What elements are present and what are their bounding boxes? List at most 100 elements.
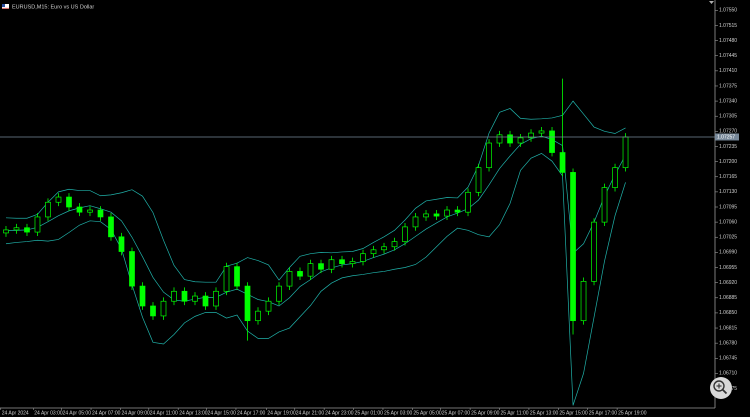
candle-body <box>486 142 492 169</box>
zoom-lens <box>713 380 725 392</box>
candle-body <box>570 172 576 322</box>
candle-body <box>496 134 503 144</box>
x-tick-label: 25 Apr 13:00 <box>530 410 559 416</box>
y-tick-label: 1.06885 <box>719 295 737 301</box>
zoom-button[interactable] <box>710 377 732 399</box>
candle-body <box>528 132 534 139</box>
candle-body <box>34 216 41 233</box>
y-tick-label: 1.07165 <box>719 174 737 180</box>
candle-body <box>475 167 482 193</box>
candle-body <box>87 209 93 213</box>
y-tick-label: 1.06850 <box>719 310 737 316</box>
candle-body <box>171 290 177 302</box>
x-tick-label: 25 Apr 17:00 <box>589 410 618 416</box>
y-tick-label: 1.06780 <box>719 340 737 346</box>
y-tick-label: 1.07515 <box>719 23 737 29</box>
candle-body <box>339 259 345 264</box>
candle-body <box>601 187 608 223</box>
chart-title: EURUSD,M15: Euro vs US Dollar <box>12 4 94 10</box>
candle-body <box>150 305 156 317</box>
candle-body <box>360 253 366 262</box>
candle-body <box>402 226 408 242</box>
candle-body <box>45 201 51 218</box>
y-tick-label: 1.07095 <box>719 204 737 210</box>
y-tick-label: 1.07480 <box>719 38 737 44</box>
y-tick-label: 1.07410 <box>719 68 737 74</box>
flag-icon-part <box>2 4 5 7</box>
candle-body <box>517 137 524 144</box>
candle-body <box>297 271 303 277</box>
candle-body <box>139 285 146 307</box>
y-tick-label: 1.07060 <box>719 219 737 225</box>
candle-body <box>454 209 461 213</box>
x-tick-label: 24 Apr 19:00 <box>267 410 296 416</box>
candle-body <box>66 196 72 208</box>
x-tick-label: 24 Apr 03:00 <box>34 410 63 416</box>
x-tick-label: 25 Apr 05:00 <box>413 410 442 416</box>
x-tick-label: 25 Apr 15:00 <box>559 410 588 416</box>
x-tick-label: 24 Apr 21:00 <box>296 410 325 416</box>
candle-body <box>381 246 387 251</box>
x-tick-label: 25 Apr 19:00 <box>618 410 647 416</box>
candle-body <box>328 259 335 270</box>
x-tick-label: 25 Apr 07:00 <box>442 410 471 416</box>
shift-marker[interactable] <box>709 1 714 4</box>
candle-body <box>129 251 135 287</box>
x-tick-label: 24 Apr 17:00 <box>237 410 266 416</box>
y-tick-label: 1.07235 <box>719 144 737 150</box>
candle-body <box>307 263 314 277</box>
band-upper <box>5 100 626 283</box>
y-tick-label: 1.07270 <box>719 129 737 135</box>
candle-body <box>118 236 125 252</box>
candle-body <box>76 206 83 213</box>
candle-body <box>580 280 587 322</box>
symbol-flag <box>2 4 9 9</box>
y-tick-label: 1.07550 <box>719 8 737 14</box>
flag-icon <box>2 4 9 9</box>
candle-body <box>412 216 419 228</box>
y-tick-label: 1.06745 <box>719 356 737 362</box>
price-label-box <box>715 133 739 141</box>
candle-body <box>612 167 618 188</box>
y-tick-label: 1.07200 <box>719 159 737 165</box>
candle-body <box>234 266 240 287</box>
x-tick-label: 24 Apr 23:00 <box>325 410 354 416</box>
candle-body <box>349 261 356 264</box>
candle-body <box>265 300 272 312</box>
candle-body <box>423 213 429 218</box>
x-tick-label: 24 Apr 09:00 <box>121 410 150 416</box>
y-tick-label: 1.06710 <box>719 371 737 377</box>
x-tick-label: 24 Apr 07:00 <box>92 410 121 416</box>
candle-body <box>391 241 398 248</box>
candle-body <box>559 152 566 173</box>
y-tick-label: 1.06955 <box>719 265 737 271</box>
candle-body <box>465 191 471 213</box>
candle-body <box>507 134 513 144</box>
x-tick-label: 25 Apr 03:00 <box>384 410 413 416</box>
x-tick-label: 24 Apr 11:00 <box>150 410 178 416</box>
candle-body <box>55 196 62 203</box>
y-tick-label: 1.07340 <box>719 98 737 104</box>
candle-body <box>286 271 293 287</box>
x-tick-label: 24 Apr 05:00 <box>63 410 92 416</box>
candle-body <box>276 285 282 302</box>
candle-body <box>370 249 377 255</box>
y-tick-label: 1.07025 <box>719 235 737 241</box>
x-tick-label: 24 Apr 13:00 <box>179 410 208 416</box>
candle-body <box>108 216 114 238</box>
y-tick-label: 1.06815 <box>719 325 737 331</box>
candle-body <box>202 295 209 307</box>
x-tick-label: 25 Apr 09:00 <box>471 410 500 416</box>
zoom-circle[interactable] <box>710 377 732 399</box>
candle-body <box>255 310 261 322</box>
candle-body <box>223 266 230 292</box>
candle-body <box>213 290 219 307</box>
candle-body <box>244 285 251 322</box>
y-tick-label: 1.07375 <box>719 83 737 89</box>
y-tick-label: 1.07445 <box>719 53 737 59</box>
candle-body <box>192 295 198 302</box>
zoom-handle <box>721 388 728 395</box>
candle-body <box>97 209 104 218</box>
